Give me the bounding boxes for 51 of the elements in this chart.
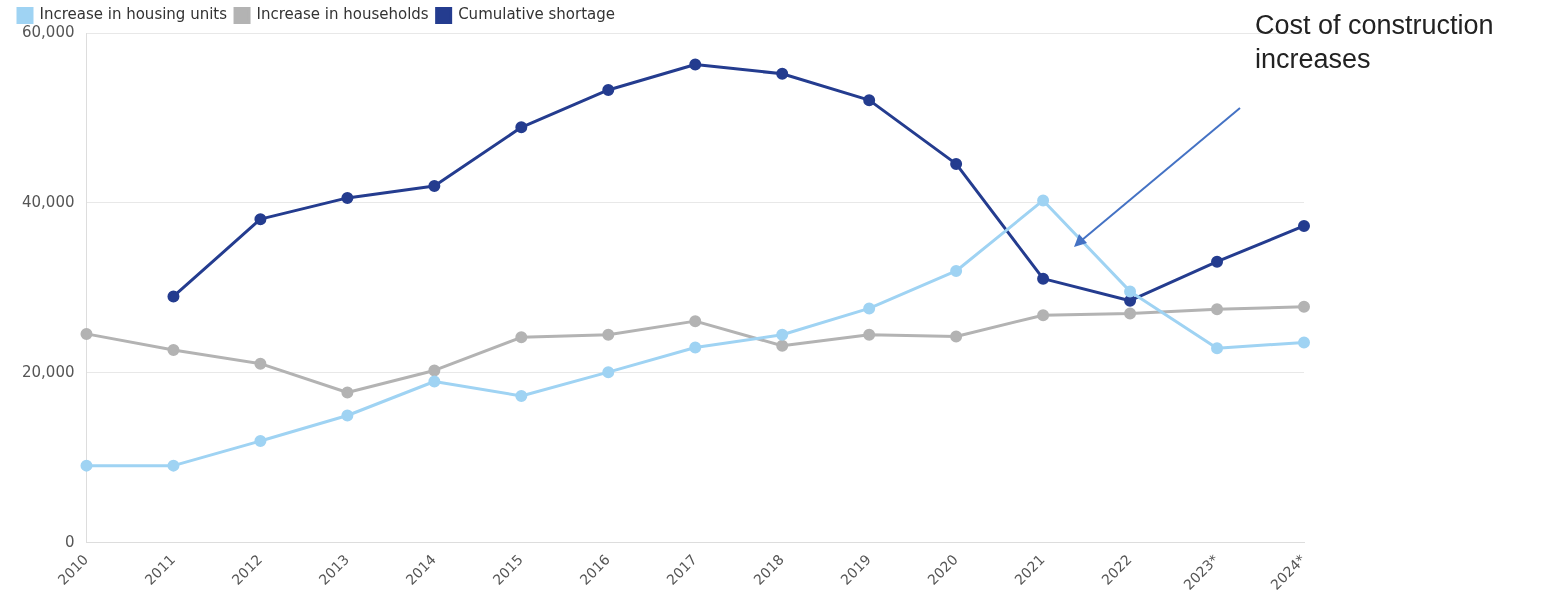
point [515,331,528,344]
point [1298,336,1310,349]
point [167,290,180,303]
point [863,302,876,315]
point [254,357,267,370]
point [341,386,354,399]
point [602,83,615,96]
point [689,58,702,71]
point [950,157,963,170]
point [863,328,876,341]
point [1037,309,1050,322]
point [602,366,615,379]
point [1211,303,1224,316]
point [428,364,441,377]
point [167,344,180,357]
point [689,315,702,328]
point [776,339,789,352]
y-tick-label: 0 [64,532,75,551]
legend-label: Increase in households [256,5,429,24]
point [950,330,963,343]
legend-label: Increase in housing units [39,5,228,24]
point [1298,219,1310,232]
point [689,341,702,354]
point [254,434,267,447]
point [515,389,528,402]
point [1037,272,1050,285]
point [428,375,441,388]
point [1298,300,1310,313]
point [254,213,267,226]
point [515,121,528,134]
y-tick-label: 20,000 [21,362,75,381]
point [1037,194,1050,207]
point [1211,342,1224,355]
point [428,179,441,192]
point [1124,307,1137,320]
point [80,459,93,472]
point [341,409,354,422]
point [863,94,876,107]
point [1124,285,1137,298]
annotation: Cost of construction increases [1255,9,1495,76]
point [776,67,789,80]
legend-label: Cumulative shortage [458,5,616,24]
point [950,264,963,277]
point [341,191,354,204]
point [167,459,180,472]
point [776,328,789,341]
y-tick-label: 60,000 [21,22,75,41]
point [1211,255,1224,268]
point [602,328,615,341]
y-tick-label: 40,000 [21,192,75,211]
point [80,327,93,340]
